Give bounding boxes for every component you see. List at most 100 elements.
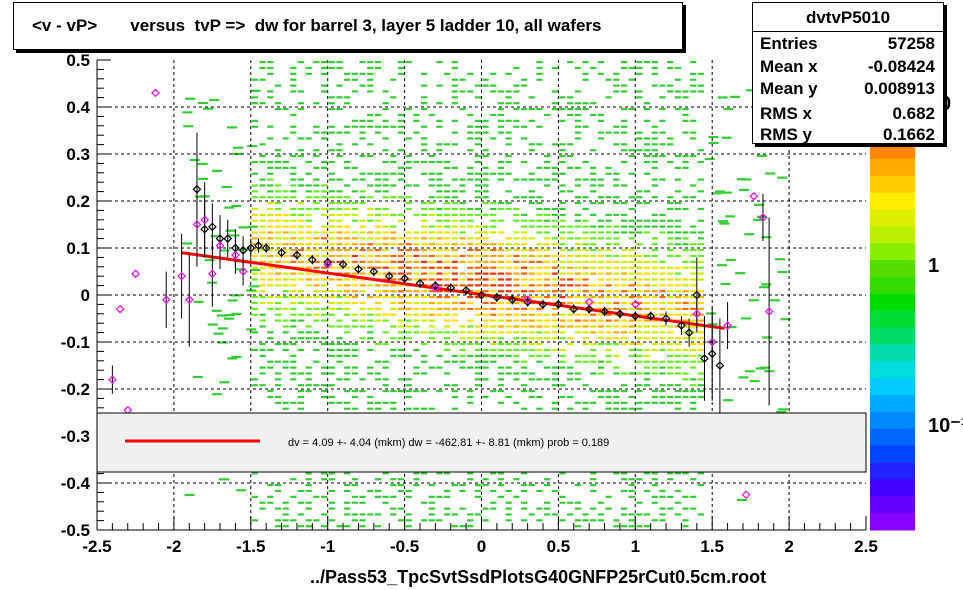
heatmap-cell [328, 507, 335, 510]
heatmap-cell [636, 96, 643, 99]
heatmap-cell [259, 78, 266, 81]
heatmap-cell [451, 395, 458, 399]
heatmap-cell [405, 489, 412, 493]
heatmap-cell [690, 260, 697, 263]
heatmap-cell [636, 354, 643, 357]
heatmap-cell [528, 108, 535, 111]
heatmap-cell [620, 184, 628, 187]
heatmap-cell [697, 290, 704, 293]
heatmap-cell [297, 501, 305, 504]
y-tick-label: 0.2 [66, 192, 90, 211]
heatmap-cell [674, 266, 681, 269]
heatmap-cell [197, 101, 208, 105]
heatmap-cell [513, 372, 520, 375]
heatmap-cell [597, 266, 605, 269]
heatmap-cell [520, 307, 528, 310]
heatmap-cell [231, 204, 242, 207]
heatmap-cell [351, 325, 358, 328]
heatmap-cell [536, 313, 543, 316]
heatmap-cell [436, 125, 443, 128]
heatmap-cell [274, 225, 282, 228]
heatmap-cell [436, 331, 443, 334]
heatmap-cell [536, 196, 543, 199]
heatmap-cell [582, 313, 589, 316]
heatmap-cell [651, 337, 658, 340]
heatmap-cell [290, 113, 297, 117]
heatmap-cell [259, 278, 266, 281]
heatmap-cell [738, 376, 749, 379]
heatmap-cell [613, 372, 620, 375]
heatmap-cell [674, 384, 681, 387]
heatmap-cell [328, 172, 335, 175]
heatmap-cell [597, 372, 605, 375]
heatmap-cell [528, 178, 535, 181]
heatmap-cell [250, 89, 261, 92]
heatmap-cell [574, 325, 581, 328]
heatmap-cell [251, 96, 258, 99]
heatmap-cell [574, 525, 581, 528]
heatmap-cell [513, 102, 520, 105]
heatmap-cell [567, 278, 574, 281]
heatmap-cell [497, 219, 505, 222]
heatmap-cell [405, 254, 412, 258]
heatmap-cell [428, 202, 435, 205]
heatmap-cell [297, 254, 305, 258]
heatmap-cell [259, 254, 266, 258]
profile-point-magenta [184, 295, 194, 305]
heatmap-cell [321, 213, 328, 216]
heatmap-cell [574, 378, 581, 381]
heatmap-cell [451, 343, 458, 346]
heatmap-cell [544, 178, 551, 181]
heatmap-cell [413, 290, 420, 293]
heatmap-cell [690, 249, 697, 252]
heatmap-cell [559, 348, 566, 352]
heatmap-cell [513, 290, 520, 293]
heatmap-cell [420, 254, 428, 258]
heatmap-cell [251, 190, 258, 193]
heatmap-cell [590, 313, 597, 316]
heatmap-cell [651, 225, 658, 228]
heatmap-cell [428, 260, 435, 263]
heatmap-cell [397, 296, 405, 299]
heatmap-cell [582, 513, 589, 516]
heatmap-cell [590, 401, 597, 404]
heatmap-cell [667, 90, 674, 93]
heatmap-cell [567, 237, 574, 240]
heatmap-cell [267, 231, 274, 234]
heatmap-cell [267, 272, 274, 275]
heatmap-cell [459, 489, 466, 493]
heatmap-cell [559, 296, 566, 299]
heatmap-cell [544, 296, 551, 299]
heatmap-cell [682, 231, 689, 234]
heatmap-cell [651, 131, 658, 134]
heatmap-cell [590, 372, 597, 375]
heatmap-cell [505, 202, 512, 205]
heatmap-cell [690, 507, 697, 510]
heatmap-cell [359, 278, 366, 281]
heatmap-cell [690, 301, 697, 305]
heatmap-cell [297, 525, 305, 528]
heatmap-cell [636, 272, 643, 275]
heatmap-cell [567, 284, 574, 287]
heatmap-cell [390, 507, 397, 510]
heatmap-cell [597, 307, 605, 310]
heatmap-cell [420, 213, 428, 216]
heatmap-cell [321, 254, 328, 258]
heatmap-cell [397, 519, 405, 522]
heatmap-cell [328, 489, 335, 493]
heatmap-cell [359, 225, 366, 228]
heatmap-cell [574, 113, 581, 117]
heatmap-cell [459, 307, 466, 310]
heatmap-cell [444, 278, 451, 281]
heatmap-cell [559, 284, 566, 287]
heatmap-cell [436, 260, 443, 263]
heatmap-cell [697, 231, 704, 234]
heatmap-cell [613, 343, 620, 346]
heatmap-cell [528, 337, 535, 340]
heatmap-cell [444, 249, 451, 252]
heatmap-cell [628, 325, 635, 328]
heatmap-cell [697, 484, 704, 487]
heatmap-cell [251, 519, 258, 522]
heatmap-cell [667, 348, 674, 352]
heatmap-cell [651, 178, 658, 181]
